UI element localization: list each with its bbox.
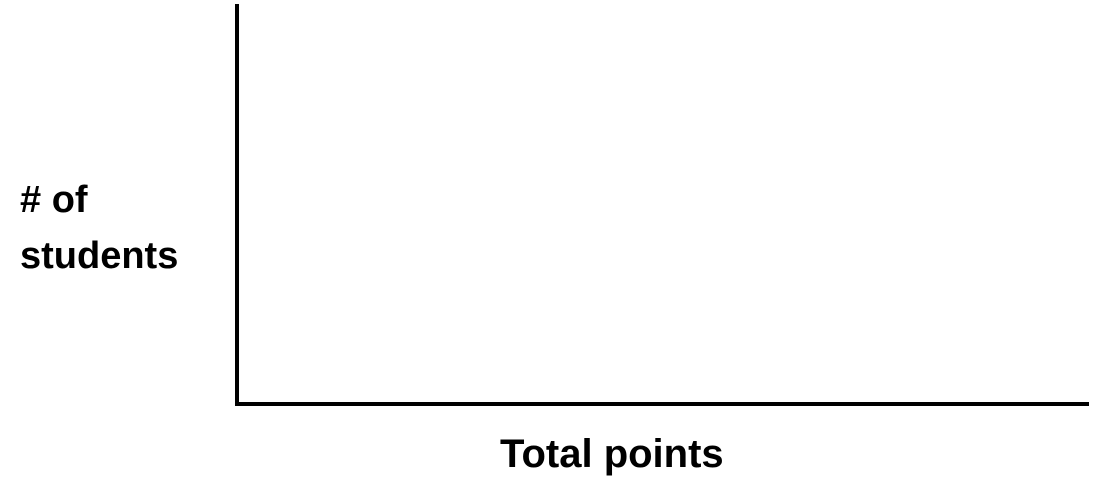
y-axis-label-line-1: # of bbox=[20, 179, 88, 221]
y-axis-label: # of students bbox=[20, 172, 178, 284]
x-axis-label: Total points bbox=[500, 432, 724, 476]
y-axis-label-line-2: students bbox=[20, 235, 179, 277]
